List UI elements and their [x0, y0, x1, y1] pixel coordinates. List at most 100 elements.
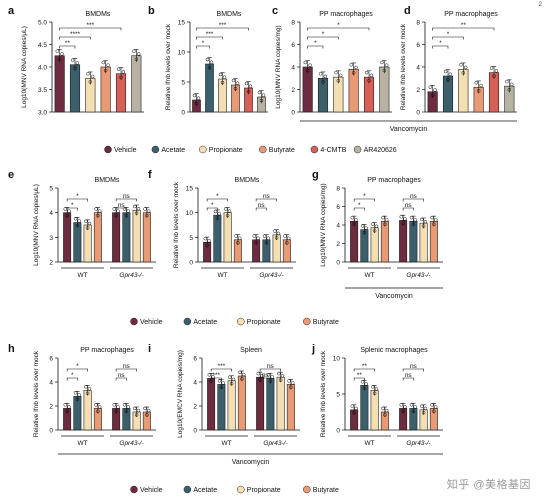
- data-point: [75, 61, 80, 65]
- bar-acetate: [360, 385, 369, 431]
- data-point: [84, 219, 88, 224]
- data-point: [121, 70, 126, 74]
- data-point: [207, 373, 212, 377]
- data-point: [134, 413, 139, 417]
- data-point: [67, 405, 71, 409]
- data-point: [136, 206, 141, 211]
- data-point: [362, 230, 367, 235]
- panel-title: PP macrophages: [80, 347, 134, 354]
- significance-label: ***: [219, 22, 227, 29]
- bar-acetate: [205, 63, 214, 113]
- y-tick-label: 2: [416, 87, 420, 94]
- y-tick-label: 6: [49, 356, 53, 363]
- data-point: [409, 215, 414, 220]
- data-point: [372, 228, 377, 233]
- data-point: [70, 58, 75, 62]
- significance-label: ns: [123, 193, 131, 200]
- bar-propionate: [370, 390, 379, 431]
- y-tick-label: 10: [178, 50, 186, 57]
- bar-vehicle: [350, 221, 359, 263]
- data-point: [433, 218, 438, 222]
- significance-label: ***: [212, 372, 220, 379]
- data-point: [261, 93, 266, 97]
- y-tick-label: 3.5: [38, 87, 47, 94]
- data-point: [215, 216, 220, 220]
- y-tick-label: 6: [193, 356, 197, 363]
- data-point: [60, 52, 64, 56]
- data-point: [134, 57, 139, 62]
- data-point: [145, 413, 149, 417]
- significance-label: *: [363, 193, 366, 200]
- data-point: [143, 207, 147, 211]
- data-point: [283, 234, 287, 238]
- significance-label: **: [65, 40, 71, 47]
- data-point: [65, 409, 69, 414]
- significance-bracket: [255, 207, 267, 211]
- legend-swatch-propionate: [237, 485, 245, 494]
- y-tick-label: 15: [186, 186, 194, 193]
- significance-label: ns: [262, 372, 270, 379]
- data-point: [384, 63, 389, 67]
- significance-label: ns: [410, 363, 418, 370]
- data-point: [446, 77, 450, 82]
- significance-label: *: [71, 372, 74, 379]
- significance-bracket: [115, 377, 127, 381]
- y-axis-label: Log10(MNV RNA copies/mg): [275, 25, 282, 108]
- group-label: Gpr43-/-: [259, 272, 284, 279]
- significance-label: ns: [123, 363, 131, 370]
- data-point: [106, 63, 110, 67]
- y-tick-label: 0: [193, 428, 197, 435]
- panel-b: b BMDMs 0 5 10 15 Relative Ifnb levels over mo…: [148, 5, 268, 117]
- data-point: [494, 69, 499, 73]
- data-point: [116, 67, 121, 71]
- data-point: [371, 385, 375, 389]
- legend-swatch-vehicle: [104, 145, 112, 154]
- y-tick-label: 4: [193, 380, 197, 387]
- significance-label: ns: [267, 363, 275, 370]
- bar-propionate: [132, 209, 141, 263]
- data-point: [217, 379, 222, 383]
- significance-label: *: [216, 193, 219, 200]
- y-tick-label: 15: [178, 20, 186, 27]
- significance-label: *: [337, 22, 340, 29]
- data-point: [413, 405, 417, 409]
- legend-swatch-butyrate: [259, 145, 267, 154]
- data-point: [67, 209, 71, 213]
- significance-bracket: [66, 198, 88, 202]
- significance-bracket: [210, 368, 232, 372]
- panel-e: e BMDMs 2 3 4 5 Log10(MNV RNA copies/μL) WT Gpr4…: [8, 169, 156, 279]
- legend-swatch-4-cmtb: [310, 145, 319, 154]
- data-point: [411, 222, 416, 227]
- significance-bracket: [402, 207, 414, 211]
- data-point: [237, 236, 242, 241]
- vancomycin-label-mid: Vancomycin: [375, 293, 413, 300]
- data-point: [240, 377, 244, 381]
- panel-letter: a: [8, 5, 15, 17]
- data-point: [96, 213, 100, 218]
- data-point: [362, 386, 367, 390]
- y-tick-label: 0: [336, 428, 340, 435]
- y-tick-label: 0: [49, 428, 53, 435]
- significance-bracket: [115, 198, 137, 202]
- data-point: [244, 81, 249, 86]
- y-axis-label: Log10(MNV RNA copies/μL): [21, 26, 28, 108]
- data-point: [136, 52, 141, 56]
- y-tick-label: 4.0: [38, 65, 47, 72]
- y-tick-label: 5: [189, 235, 193, 242]
- data-point: [217, 211, 221, 216]
- panel-a: a BMDMs 3.0 3.5 4.0 4.5 5.0 Log10(MNV RNA copie…: [8, 5, 144, 117]
- data-point: [364, 70, 369, 75]
- data-point: [136, 408, 141, 413]
- data-point: [323, 74, 328, 79]
- bar-ar420626: [379, 66, 390, 113]
- data-point: [352, 410, 356, 415]
- data-point: [509, 82, 514, 87]
- y-tick-label: 10: [186, 210, 194, 217]
- data-point: [321, 80, 325, 84]
- data-point: [423, 406, 428, 411]
- data-point: [384, 218, 389, 222]
- significance-bracket: [59, 36, 91, 40]
- data-point: [479, 83, 483, 88]
- data-point: [65, 213, 69, 218]
- significance-bracket: [402, 198, 424, 202]
